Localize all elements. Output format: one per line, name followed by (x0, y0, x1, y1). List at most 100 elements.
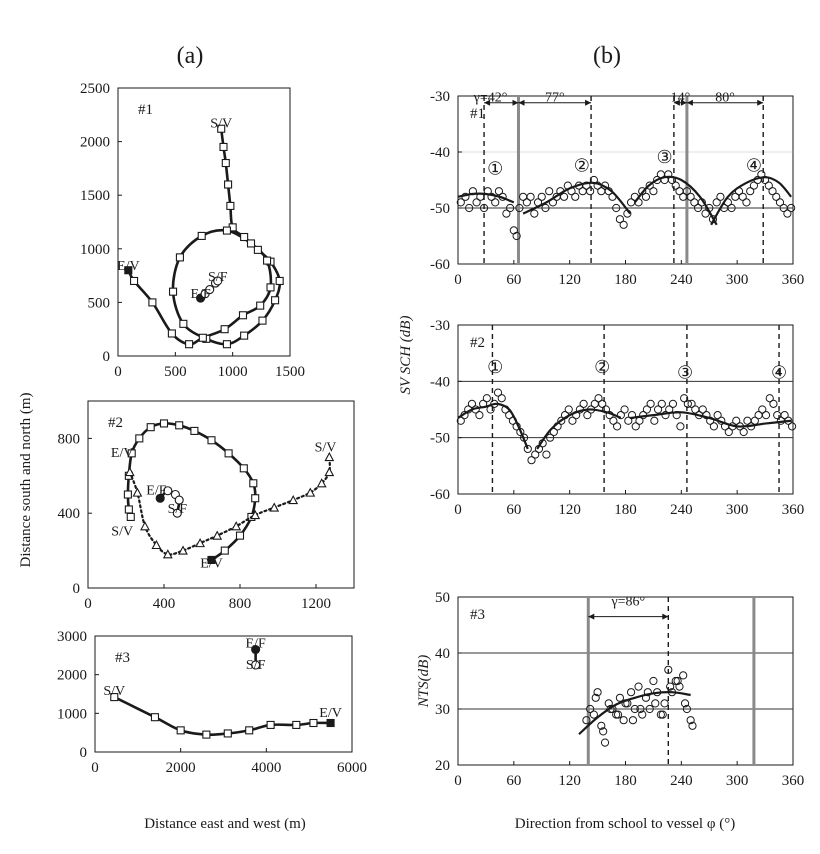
data-point (671, 181, 680, 190)
data-point (522, 198, 531, 207)
square-point (150, 713, 160, 722)
data-point (686, 716, 695, 725)
annotation: γ=86° (610, 594, 645, 609)
square-point (197, 231, 206, 240)
y-tick-label: 0 (73, 581, 81, 597)
square-point (135, 434, 144, 443)
square-point (123, 490, 132, 499)
x-tick-label: 1500 (275, 364, 305, 380)
data-point (732, 416, 741, 425)
triangle-point (250, 509, 261, 520)
data-point (698, 405, 707, 414)
y-tick-label: -50 (430, 201, 450, 217)
square-point (130, 276, 139, 286)
square-point (127, 449, 136, 458)
square-point (124, 266, 133, 275)
x-tick-label: 240 (670, 272, 693, 288)
chart-b2: 0 60 120 180 240 300 360 -60 -50 -40 -30 #2① ② ③ ④ (430, 318, 804, 518)
annotation: ④ (746, 156, 762, 176)
square-point (266, 283, 275, 292)
square-point (207, 436, 216, 445)
y-tick-label: 500 (88, 295, 111, 311)
triangle-point (132, 487, 143, 497)
square-point (190, 426, 199, 435)
x-tick-label: 0 (91, 760, 99, 776)
annotation: ① (487, 158, 503, 178)
triangle-point (162, 549, 173, 559)
square-point (251, 494, 260, 503)
data-point (686, 192, 695, 201)
plot-frame (87, 400, 355, 589)
right-y-axis-label-sv: SV SCH (dB) (398, 316, 414, 395)
y-tick-label: 0 (80, 745, 88, 761)
y-tick-label: -60 (430, 257, 450, 273)
circle-point (155, 493, 165, 503)
data-point (716, 192, 725, 201)
triangle-point (231, 521, 242, 531)
data-point (571, 192, 580, 201)
data-point (630, 704, 639, 714)
arrowhead (673, 99, 680, 106)
data-point (682, 187, 692, 196)
data-point (638, 710, 647, 719)
data-point (649, 187, 658, 196)
data-point (509, 226, 518, 235)
data-point (494, 187, 504, 196)
x-tick-label: 60 (506, 502, 521, 518)
data-point (599, 727, 608, 736)
chart-a1: 0 500 1000 1500 0 500 1000 1500 2000 2500 #1 S/V E/V… (80, 81, 305, 380)
annotation: S/V (210, 117, 232, 132)
panel-title: #1 (138, 102, 153, 118)
fit-curve (522, 181, 632, 215)
data-point (749, 181, 759, 190)
data-point (768, 187, 777, 196)
data-point (638, 187, 647, 196)
square-point (219, 142, 228, 152)
arrowhead (686, 99, 693, 106)
chart-b3: 0 60 120 180 240 300 360 20 30 40 50 #3 γ=86° NTS(dB) (416, 590, 804, 789)
arrowhead (588, 613, 595, 620)
triangle-point (124, 466, 135, 477)
left-y-axis-label: Distance south and north (m) (18, 393, 34, 568)
annotation: E/V (319, 706, 342, 721)
square-point (275, 276, 284, 286)
x-tick-label: 500 (164, 364, 187, 380)
data-point (523, 444, 532, 454)
square-point (220, 325, 229, 334)
data-point (515, 203, 524, 213)
circle-point (172, 508, 182, 518)
triangle-point (212, 530, 223, 540)
circle-point (163, 486, 173, 496)
annotation: S/F (168, 502, 188, 517)
data-point (649, 676, 658, 686)
square-point (110, 693, 119, 702)
annotation: 77° (545, 91, 565, 106)
square-point (217, 124, 226, 133)
x-tick-label: 120 (558, 272, 581, 288)
data-point (661, 411, 670, 420)
y-axis-label: NTS(dB) (416, 655, 432, 709)
square-point (223, 729, 232, 738)
data-point (597, 721, 606, 730)
x-tick-label: 120 (558, 502, 581, 518)
annotation: E/V (200, 556, 223, 571)
x-tick-label: 300 (726, 272, 749, 288)
data-point (657, 399, 666, 408)
square-point (220, 546, 229, 555)
circle-point (251, 644, 261, 655)
panel-title: #2 (470, 335, 485, 351)
fit-curve (630, 411, 792, 428)
square-point (198, 333, 207, 342)
circle-point (205, 284, 215, 295)
y-tick-label: -60 (430, 487, 450, 503)
data-point (738, 192, 747, 201)
data-point (579, 399, 588, 408)
square-point (246, 239, 256, 248)
annotation: S/F (246, 658, 266, 673)
track-line (112, 695, 332, 737)
data-point (626, 688, 636, 697)
data-point (527, 456, 536, 465)
data-point (709, 422, 719, 431)
data-point (619, 716, 628, 725)
data-point (615, 215, 625, 224)
